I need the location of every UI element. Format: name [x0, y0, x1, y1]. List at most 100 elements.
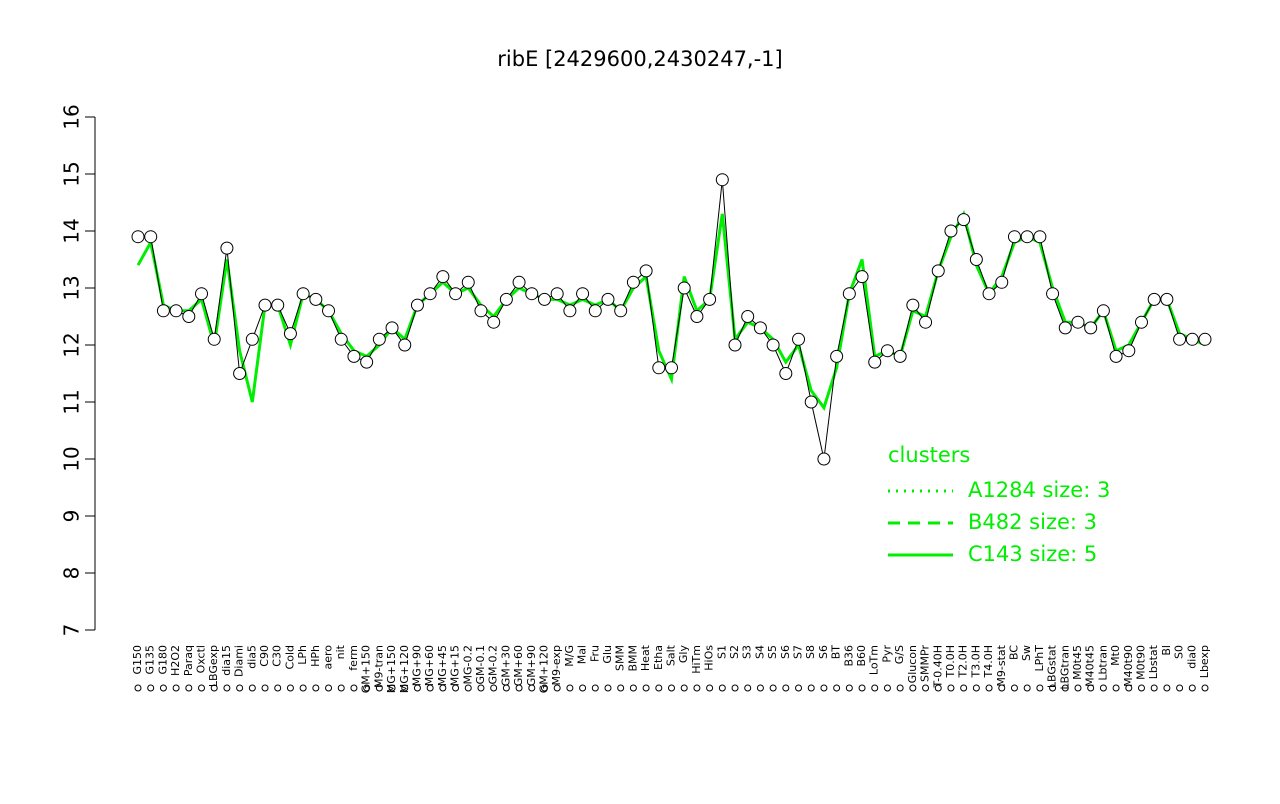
- rug-dot: [413, 684, 421, 692]
- rug-dot: [1176, 684, 1184, 692]
- data-point: [499, 292, 513, 306]
- data-point: [347, 349, 361, 363]
- x-tick-label: Sw: [1020, 645, 1033, 661]
- x-tick-label: Gly: [677, 645, 690, 664]
- rug-dot: [1087, 684, 1095, 692]
- data-point: [322, 304, 336, 318]
- rug-dot: [198, 684, 206, 692]
- y-tick-label: 14: [60, 218, 84, 243]
- data-point: [779, 367, 793, 380]
- rug-dot: [922, 684, 930, 692]
- legend-label: C143 size: 5: [968, 542, 1097, 566]
- rug-dot: [540, 684, 548, 692]
- x-tick-label: T0.0H: [944, 645, 957, 678]
- x-tick-label: M9-tran: [372, 645, 385, 688]
- rug-dot: [1137, 684, 1145, 692]
- rug-dot: [668, 684, 675, 692]
- data-point: [258, 298, 272, 312]
- rug-dot: [1150, 684, 1158, 692]
- x-tick-label: dia0: [1185, 645, 1198, 669]
- rug-dot: [909, 684, 917, 692]
- data-point: [1109, 349, 1123, 363]
- data-point: [537, 292, 551, 306]
- x-tick-label: GM-0.1: [474, 645, 487, 684]
- data-point: [398, 338, 412, 352]
- data-point: [703, 292, 717, 306]
- x-tick-label: ferm: [347, 645, 360, 671]
- x-tick-label: MG+15: [449, 645, 462, 686]
- x-tick-label: C90: [258, 645, 271, 667]
- rug-dot: [566, 684, 574, 692]
- data-point: [626, 275, 640, 289]
- data-point: [385, 321, 399, 335]
- data-point: [1071, 315, 1085, 329]
- data-point: [372, 332, 386, 346]
- rug-dot: [1112, 684, 1120, 692]
- rug-dot: [680, 684, 688, 692]
- x-tick-label: SMMPr: [919, 645, 932, 682]
- x-tick-label: H2O2: [169, 645, 182, 676]
- data-point: [550, 287, 564, 301]
- rug-dot: [896, 684, 904, 692]
- data-point: [1020, 230, 1034, 244]
- rug-dot: [845, 684, 853, 692]
- x-tick-label: Diami: [233, 645, 246, 677]
- x-tick-label: S6: [817, 645, 830, 659]
- x-tick-label: M40t45: [1084, 645, 1097, 687]
- rug-dot: [642, 684, 650, 692]
- x-tick-label: S5: [766, 645, 779, 659]
- data-point: [1007, 230, 1021, 244]
- rug-dot: [807, 684, 815, 692]
- data-point: [868, 355, 882, 369]
- y-tick-label: 12: [60, 332, 84, 357]
- data-point: [957, 213, 971, 227]
- data-point: [576, 287, 590, 301]
- data-point: [1046, 287, 1060, 301]
- rug-dot: [528, 684, 536, 692]
- data-point: [296, 287, 310, 301]
- x-tick-label: Heat: [639, 644, 652, 671]
- x-tick-label: Fru: [588, 645, 601, 662]
- data-point: [410, 298, 424, 312]
- x-tick-label: T2.0H: [957, 645, 970, 678]
- rug-dot: [185, 684, 193, 692]
- rug-dot: [553, 684, 561, 692]
- data-point: [512, 275, 526, 289]
- rug-dot: [1188, 684, 1196, 692]
- x-tick-label: BT: [830, 645, 843, 660]
- x-tick-label: Mt0: [1109, 645, 1122, 666]
- x-tick-label: nit: [334, 644, 347, 659]
- data-point: [449, 287, 463, 301]
- x-tick-label: S7: [792, 645, 805, 659]
- rug-dot: [820, 684, 828, 692]
- x-tick-label: BC: [1007, 645, 1020, 660]
- x-tick-label: M/G: [563, 645, 576, 667]
- y-tick-label: 16: [60, 104, 84, 129]
- x-tick-label: Cold: [283, 645, 296, 669]
- x-tick-label: MG+90: [410, 645, 423, 686]
- rug-dot: [337, 684, 345, 692]
- x-tick-label: Salt: [665, 644, 678, 666]
- data-point: [677, 281, 691, 295]
- x-tick-label: Lbstat: [1147, 644, 1160, 679]
- y-tick-label: 10: [60, 446, 84, 471]
- rug-dot: [655, 684, 663, 692]
- rug-dot: [1125, 684, 1133, 692]
- x-tick-label: HiTm: [690, 645, 703, 674]
- x-tick-label: Etha: [652, 645, 665, 670]
- x-tick-label: Pyr: [880, 645, 893, 663]
- x-tick-label: M0t90: [1134, 645, 1147, 680]
- y-tick-label: 15: [60, 161, 84, 186]
- rug-dot: [1049, 684, 1057, 692]
- rug-dot: [1074, 684, 1082, 692]
- x-tick-label: LPhT: [1033, 645, 1046, 672]
- rug-dot: [388, 684, 396, 692]
- rug-dot: [464, 684, 472, 692]
- data-point: [271, 298, 285, 312]
- data-point: [487, 315, 501, 329]
- data-point: [1185, 332, 1199, 346]
- data-point: [207, 332, 221, 346]
- data-point: [753, 321, 767, 335]
